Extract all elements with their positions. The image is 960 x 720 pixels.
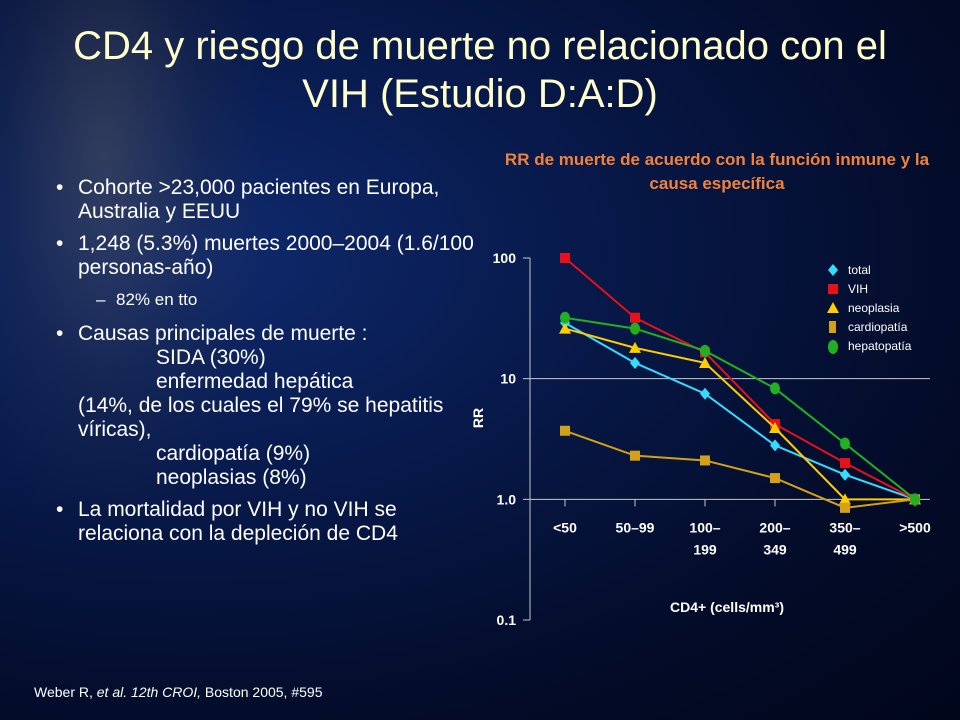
point-neoplasia xyxy=(629,341,641,353)
y-tick-label: 100 xyxy=(493,250,517,266)
bullet-cohort: Cohorte >23,000 pacientes en Europa, Aus… xyxy=(56,176,476,224)
point-vih xyxy=(630,312,640,323)
x-axis-label: CD4+ (cells/mm³) xyxy=(670,599,784,615)
legend-label-vih: VIH xyxy=(848,282,868,296)
citation-venue: Boston 2005, #595 xyxy=(201,684,323,700)
point-hepatopatia xyxy=(560,311,570,324)
x-tick-label: <50 xyxy=(553,519,577,535)
citation-authors: Weber R, xyxy=(34,684,97,700)
bullet-mortality: La mortalidad por VIH y no VIH se relaci… xyxy=(56,498,476,546)
point-total xyxy=(700,387,710,400)
bullet-causes: Causas principales de muerte : SIDA (30%… xyxy=(56,322,476,490)
series-line-hepatopatia xyxy=(564,316,916,501)
point-cardiopatia xyxy=(630,450,640,461)
legend-label-cardiopatia: cardiopatía xyxy=(848,320,908,334)
x-tick-label: 349 xyxy=(763,541,787,557)
cause-liver: enfermedad hepática xyxy=(156,370,354,393)
x-tick-label: 350– xyxy=(829,519,860,535)
cause-liver-detail: (14%, de los cuales el 79% se hepatitis … xyxy=(78,394,444,441)
bullet-deaths: 1,248 (5.3%) muertes 2000–2004 (1.6/100 … xyxy=(56,232,476,280)
point-hepatopatia xyxy=(840,437,850,450)
point-total xyxy=(840,468,850,481)
legend-marker-hepatopatia xyxy=(828,340,838,354)
legend-marker-cardiopatia xyxy=(829,321,836,333)
citation: Weber R, et al. 12th CROI, Boston 2005, … xyxy=(34,684,322,700)
series-line-neoplasia xyxy=(564,327,915,501)
point-cardiopatia xyxy=(840,502,850,513)
cause-cardio: cardiopatía (9%) xyxy=(156,442,311,465)
point-neoplasia xyxy=(839,493,851,505)
slide-title: CD4 y riesgo de muerte no relacionado co… xyxy=(73,24,887,116)
point-total xyxy=(770,439,780,452)
legend-marker-neoplasia xyxy=(827,302,839,313)
legend-label-neoplasia: neoplasia xyxy=(848,301,900,315)
legend-label-hepatopatia: hepatopatía xyxy=(848,339,912,353)
x-tick-label: 200– xyxy=(759,519,790,535)
series-line-cardiopatia xyxy=(564,429,916,509)
point-vih xyxy=(560,253,570,263)
point-hepatopatia xyxy=(630,322,640,335)
x-tick-label: 499 xyxy=(833,541,857,557)
x-tick-label: 199 xyxy=(693,541,717,557)
point-neoplasia xyxy=(769,422,781,434)
x-tick-label: 50–99 xyxy=(616,519,655,535)
x-tick-label: 100– xyxy=(689,519,720,535)
point-neoplasia xyxy=(559,322,571,334)
cause-neoplasia: neoplasias (8%) xyxy=(156,466,307,489)
bullet-list: Cohorte >23,000 pacientes en Europa, Aus… xyxy=(56,176,476,554)
point-hepatopatia xyxy=(770,382,780,395)
causes-heading: Causas principales de muerte : xyxy=(78,322,368,345)
y-axis-label: RR xyxy=(470,408,486,428)
legend-marker-total xyxy=(828,264,838,276)
legend-marker-vih xyxy=(828,284,838,294)
citation-italic: et al. 12th CROI, xyxy=(96,684,202,700)
y-tick-label: 1.0 xyxy=(497,491,517,507)
y-tick-label: 0.1 xyxy=(497,612,517,628)
point-vih xyxy=(840,458,850,469)
series-line-total xyxy=(564,322,916,501)
chart-title: RR de muerte de acuerdo con la función i… xyxy=(504,150,930,193)
point-cardiopatia xyxy=(770,473,780,484)
point-cardiopatia xyxy=(700,455,710,466)
bullet-deaths-sub: 82% en tto xyxy=(56,288,476,312)
series-line-vih xyxy=(564,257,916,501)
y-tick-label: 10 xyxy=(500,371,516,387)
x-tick-label: >500 xyxy=(899,519,931,535)
legend-label-total: total xyxy=(848,263,871,277)
point-neoplasia xyxy=(699,356,711,368)
point-hepatopatia xyxy=(910,493,920,506)
cause-aids: SIDA (30%) xyxy=(156,346,266,369)
point-total xyxy=(630,356,640,369)
point-cardiopatia xyxy=(560,425,570,436)
point-hepatopatia xyxy=(700,344,710,357)
